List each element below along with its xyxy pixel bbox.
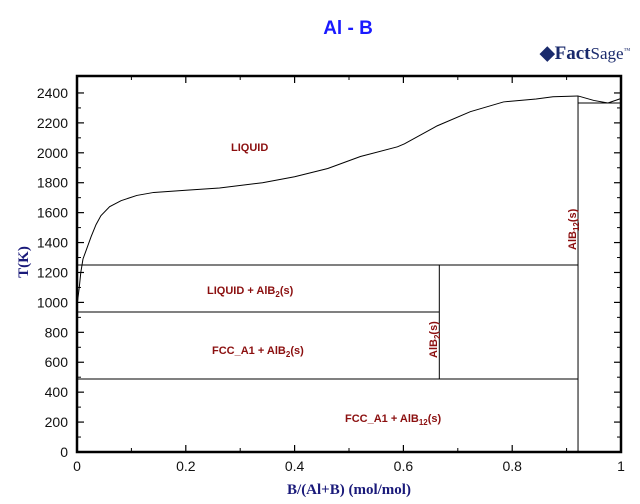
chart-title: Al - B — [323, 18, 373, 39]
compound-alb12-label: AlB12(s) — [567, 208, 581, 250]
y-tick-label: 2000 — [37, 145, 68, 161]
y-tick-label: 600 — [45, 354, 69, 370]
axis-ticks: 0 200 400 600 800 1000 1200 1400 1600 1800 2000 220… — [37, 76, 625, 474]
x-tick-label: 0.8 — [502, 458, 522, 474]
region-liquid-alb2: LIQUID + AlB2(s) — [207, 285, 294, 299]
y-tick-label: 1800 — [37, 175, 68, 191]
y-tick-label: 400 — [45, 384, 69, 400]
logo-text: Sage — [590, 44, 624, 63]
x-tick-label: 1 — [617, 458, 625, 474]
y-tick-label: 1400 — [37, 235, 68, 251]
x-tick-label: 0.6 — [394, 458, 414, 474]
y-tick-label: 0 — [60, 444, 68, 460]
x-tick-label: 0 — [73, 458, 81, 474]
x-tick-label: 0.4 — [285, 458, 305, 474]
compound-alb2-label: AlB2(s) — [428, 321, 442, 358]
y-tick-label: 2200 — [37, 115, 68, 131]
liquidus-b-rich-curve — [577, 95, 622, 104]
x-axis-label: B/(Al+B) (mol/mol) — [287, 482, 411, 498]
y-tick-label: 200 — [45, 414, 69, 430]
y-tick-label: 2400 — [37, 85, 68, 101]
y-tick-label: 1200 — [37, 264, 68, 280]
y-tick-label: 1600 — [37, 205, 68, 221]
region-fcc-alb2: FCC_A1 + AlB2(s) — [212, 345, 304, 359]
x-tick-label: 0.2 — [176, 458, 196, 474]
region-fcc-alb12: FCC_A1 + AlB12(s) — [345, 413, 442, 427]
plot-frame — [75, 74, 623, 454]
region-liquid: LIQUID — [231, 142, 268, 154]
phase-boundaries — [76, 95, 622, 452]
y-tick-label: 1000 — [37, 294, 68, 310]
y-axis-label: T(K) — [16, 246, 32, 278]
liquidus-curve — [76, 95, 579, 306]
y-tick-label: 800 — [45, 324, 69, 340]
factsage-logo: ◆FactSage™ — [540, 43, 631, 64]
